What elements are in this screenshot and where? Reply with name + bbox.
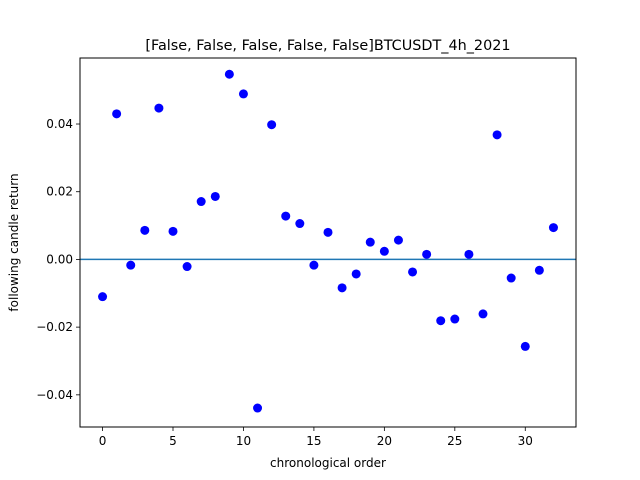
data-point [365,237,375,247]
data-point [295,219,305,229]
x-axis-label: chronological order [270,456,386,470]
y-tick-label: 0.04 [46,117,73,131]
data-point [267,120,277,130]
data-point [450,314,460,324]
data-point [210,191,220,201]
y-tick-label: −0.02 [36,320,73,334]
data-point [548,223,558,233]
data-point [436,316,446,326]
data-point [351,269,361,279]
data-point [168,226,178,236]
data-point [224,69,234,79]
data-point [464,249,474,259]
y-tick-label: 0.00 [46,252,73,266]
data-point [422,249,432,259]
x-tick-label: 0 [99,434,107,448]
x-tick-label: 5 [169,434,177,448]
x-tick-label: 15 [306,434,321,448]
x-tick-label: 25 [447,434,462,448]
y-axis-label: following candle return [7,173,21,311]
data-point [309,260,319,270]
data-point [253,403,263,413]
data-point [408,267,418,277]
data-point [140,225,150,235]
plot-area [80,69,576,413]
x-tick-label: 20 [377,434,392,448]
chart-title: [False, False, False, False, False]BTCUS… [145,38,510,54]
data-point [337,283,347,293]
y-tick-label: 0.02 [46,185,73,199]
data-point [112,109,122,119]
data-point [393,235,403,245]
data-point [154,103,164,113]
y-tick-label: −0.04 [36,388,73,402]
data-point [492,130,502,140]
x-tick-label: 10 [236,434,251,448]
data-point [534,265,544,275]
data-point [520,341,530,351]
data-point [126,260,136,270]
data-point [196,197,206,207]
data-point [182,262,192,272]
data-point [506,273,516,283]
data-point [379,246,389,256]
x-tick-label: 30 [518,434,533,448]
data-point [323,227,333,237]
data-point [281,211,291,221]
axes-frame [79,57,577,428]
data-point [478,309,488,319]
data-point [98,292,108,302]
data-point [238,89,248,99]
